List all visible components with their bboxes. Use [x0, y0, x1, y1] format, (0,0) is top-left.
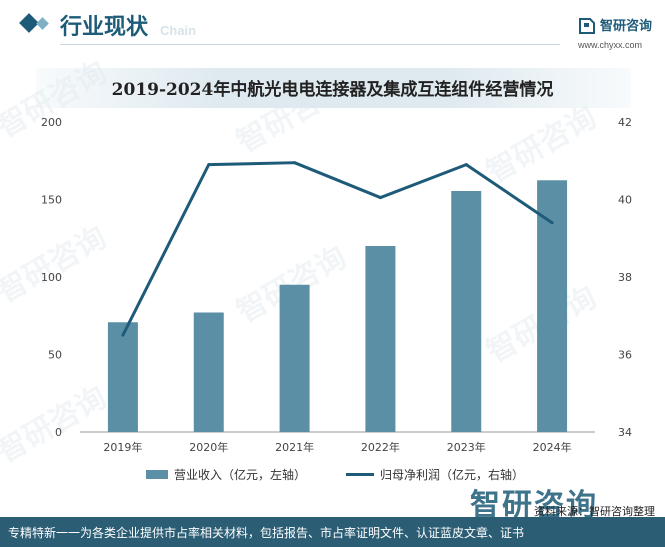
- chart-title: 2019-2024年中航光电电连接器及集成互连组件经营情况: [111, 80, 554, 100]
- header-divider: [60, 44, 560, 45]
- revenue-bar: [365, 246, 396, 432]
- brand-name: 智研咨询: [600, 19, 653, 34]
- title-band: [36, 68, 631, 108]
- y-left-tick-label: 50: [48, 349, 62, 362]
- profit-point: [464, 163, 468, 167]
- x-tick-label: 2023年: [447, 440, 486, 454]
- y-right-tick-label: 42: [618, 116, 632, 129]
- x-tick-label: 2020年: [189, 440, 228, 454]
- x-tick-label: 2019年: [103, 440, 142, 454]
- legend-bar-swatch: [146, 470, 168, 479]
- y-right-tick-label: 38: [618, 271, 632, 284]
- profit-point: [293, 161, 297, 165]
- revenue-bar: [279, 284, 310, 432]
- revenue-bar: [537, 180, 568, 432]
- footer-text: 专精特新一一为各类企业提供市占率相关材料，包括报告、市占率证明文件、认证蓝皮文章…: [8, 526, 525, 540]
- y-left-tick-label: 100: [41, 271, 62, 284]
- profit-point: [121, 333, 125, 337]
- legend-label-revenue: 营业收入（亿元，左轴）: [174, 468, 307, 482]
- x-tick-label: 2024年: [533, 440, 572, 454]
- legend-item-profit: 归母净利润（亿元，右轴）: [346, 466, 524, 483]
- legend-line-swatch: [346, 473, 374, 476]
- x-tick-label: 2022年: [361, 440, 400, 454]
- y-right-tick-label: 34: [618, 426, 632, 439]
- profit-point: [378, 196, 382, 200]
- source-note: 资料来源：智研咨询整理: [534, 505, 655, 518]
- profit-point: [550, 221, 554, 225]
- revenue-bar: [451, 190, 482, 432]
- revenue-bar: [193, 312, 224, 432]
- legend-item-revenue: 营业收入（亿元，左轴）: [146, 466, 306, 483]
- x-tick-label: 2021年: [275, 440, 314, 454]
- section-header: 行业现状 Chain 智研咨询 www.chyxx.com: [0, 0, 665, 60]
- chart-legend: 营业收入（亿元，左轴） 归母净利润（亿元，右轴）: [0, 466, 665, 486]
- y-left-tick-label: 150: [41, 194, 62, 207]
- revenue-bar: [107, 322, 138, 432]
- section-title: 行业现状: [60, 15, 149, 40]
- y-left-tick-label: 200: [41, 116, 62, 129]
- profit-point: [207, 163, 211, 167]
- footer-banner: 专精特新一一为各类企业提供市占率相关材料，包括报告、市占率证明文件、认证蓝皮文章…: [0, 517, 665, 547]
- brand-logo-icon: [579, 18, 595, 34]
- section-subtitle: Chain: [160, 23, 197, 38]
- y-right-tick-label: 36: [618, 349, 632, 362]
- y-right-tick-label: 40: [618, 194, 632, 207]
- profit-line: [121, 161, 553, 336]
- legend-label-profit: 归母净利润（亿元，右轴）: [380, 468, 525, 482]
- brand-url: www.chyxx.com: [578, 40, 643, 50]
- y-left-tick-label: 0: [55, 426, 62, 439]
